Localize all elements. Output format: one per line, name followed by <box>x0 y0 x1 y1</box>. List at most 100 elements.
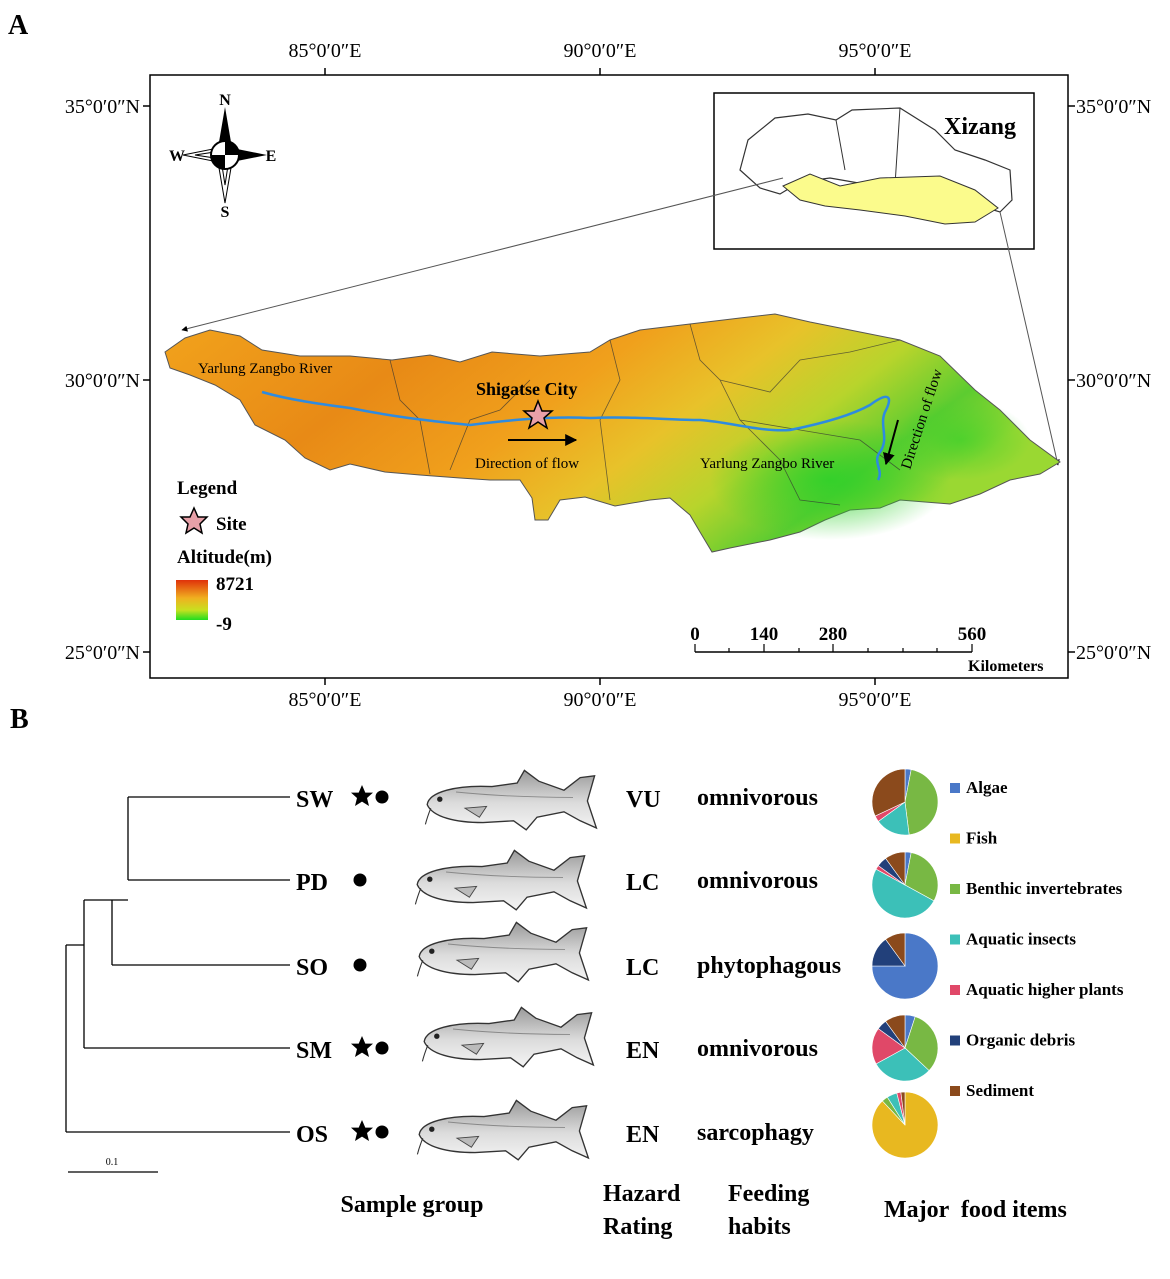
column-food-items: Major food items <box>884 1197 1067 1223</box>
diet-pie-chart <box>871 932 939 1000</box>
lat-tick-left-30: 30°0′0″N <box>65 370 140 392</box>
inset-map: Xizang <box>713 92 1035 250</box>
hazard-rating: EN <box>626 1122 660 1148</box>
food-swatch <box>950 934 960 945</box>
legend-altitude-max: 8721 <box>216 574 254 595</box>
lon-tick-bottom-95: 95°0′0″E <box>839 689 912 711</box>
lon-tick-bottom-90: 90°0′0″E <box>564 689 637 711</box>
scale-tick-560: 560 <box>958 624 987 645</box>
compass-w: W <box>169 148 185 165</box>
species-code: OS <box>296 1122 328 1148</box>
panel-a-label: A <box>8 10 29 41</box>
scale-tick-0: 0 <box>690 624 700 645</box>
phylogenetic-tree <box>65 796 290 1173</box>
scale-unit: Kilometers <box>968 658 1044 675</box>
flow-arrow-vertical <box>883 419 899 466</box>
species-code: SW <box>296 787 333 813</box>
river-label-east: Yarlung Zangbo River <box>700 456 834 472</box>
food-legend-item: Benthic invertebrates <box>950 879 1123 898</box>
legend-site-label: Site <box>216 514 247 535</box>
fish-illustration-icon <box>424 769 598 831</box>
food-legend-item: Organic debris <box>950 1031 1075 1050</box>
lon-tick-top-85: 85°0′0″E <box>289 40 362 62</box>
pie-slice <box>900 1091 906 1126</box>
species-code: SM <box>296 1038 332 1064</box>
pie-slice <box>871 868 935 919</box>
diet-pie-chart <box>871 851 939 919</box>
lat-tick-right-25: 25°0′0″N <box>1076 642 1151 664</box>
lon-tick-top-95: 95°0′0″E <box>839 40 912 62</box>
pie-slice <box>904 769 939 836</box>
compass-n: N <box>219 92 231 109</box>
lat-tick-right-35: 35°0′0″N <box>1076 96 1151 118</box>
feeding-habit: omnivorous <box>697 868 818 894</box>
fish-illustration-icon <box>421 1006 595 1068</box>
threatened-star-icon <box>351 785 373 806</box>
scale-tick-140: 140 <box>750 624 779 645</box>
sampled-dot-icon <box>375 790 389 804</box>
species-row: SM EN omnivorous <box>296 1006 939 1082</box>
food-label: Algae <box>966 778 1008 797</box>
panel-b-label: B <box>10 704 29 735</box>
pie-slice <box>875 1047 930 1082</box>
column-sample-group: Sample group <box>341 1192 484 1218</box>
fish-illustration-icon <box>416 921 590 983</box>
fish-illustration-icon <box>414 849 588 911</box>
hazard-rating: VU <box>626 787 661 813</box>
food-swatch <box>950 884 960 894</box>
species-row: SO LC phytophagous <box>296 921 939 1000</box>
food-legend-item: Fish <box>950 829 998 848</box>
altitude-colorbar <box>176 580 208 620</box>
column-feeding-line2: habits <box>728 1214 791 1240</box>
food-label: Benthic invertebrates <box>966 879 1123 898</box>
species-row: PD LC omnivorous <box>296 849 939 919</box>
species-code: PD <box>296 870 328 896</box>
legend-altitude-min: -9 <box>216 614 232 635</box>
yarlung-river <box>261 390 891 481</box>
food-label: Sediment <box>966 1081 1034 1100</box>
food-legend: Algae Fish Benthic invertebrates Aquatic in… <box>950 778 1124 1100</box>
compass-rose-icon: N S W E <box>169 92 276 221</box>
threatened-star-icon <box>351 1036 373 1057</box>
legend-title: Legend <box>177 478 238 499</box>
lat-tick-left-25: 25°0′0″N <box>65 642 140 664</box>
scale-bar: 0 140 280 560 Kilometers <box>690 624 1043 675</box>
leader-line-west <box>181 177 784 332</box>
threatened-star-icon <box>351 1120 373 1141</box>
food-legend-item: Aquatic higher plants <box>950 980 1124 999</box>
feeding-habit: omnivorous <box>697 785 818 811</box>
sampled-dot-icon <box>353 873 367 887</box>
fish-illustration-icon <box>416 1099 590 1161</box>
legend-altitude-title: Altitude(m) <box>177 547 272 568</box>
pie-slice <box>904 852 939 902</box>
food-label: Organic debris <box>966 1031 1075 1050</box>
inset-xizang-highlight <box>782 173 999 225</box>
tree-scale-label: 0.1 <box>106 1157 119 1168</box>
site-star-icon <box>522 398 554 430</box>
pie-slice <box>871 768 906 817</box>
hazard-rating: LC <box>626 955 659 981</box>
hazard-rating: EN <box>626 1038 660 1064</box>
feeding-habit: phytophagous <box>697 953 841 979</box>
lat-tick-right-30: 30°0′0″N <box>1076 370 1151 392</box>
legend-site-star-icon <box>179 506 209 535</box>
food-swatch <box>950 1086 960 1096</box>
food-legend-item: Aquatic insects <box>950 930 1076 949</box>
map-legend: Legend Site Altitude(m) 8721 -9 <box>176 478 272 635</box>
sampled-dot-icon <box>353 958 367 972</box>
scale-tick-280: 280 <box>819 624 848 645</box>
compass-s: S <box>221 204 230 221</box>
column-hazard-line1: Hazard <box>603 1181 681 1207</box>
food-swatch <box>950 833 960 844</box>
food-swatch <box>950 1035 960 1046</box>
pie-slice <box>885 932 906 967</box>
food-legend-item: Algae <box>950 778 1008 797</box>
compass-e: E <box>266 148 277 165</box>
hazard-rating: LC <box>626 870 659 896</box>
flow-label-horizontal: Direction of flow <box>475 456 579 472</box>
river-label-west: Yarlung Zangbo River <box>198 361 332 377</box>
species-code: SO <box>296 955 328 981</box>
species-row: SW VU omnivorous <box>296 768 939 836</box>
feeding-habit: sarcophagy <box>697 1120 814 1146</box>
